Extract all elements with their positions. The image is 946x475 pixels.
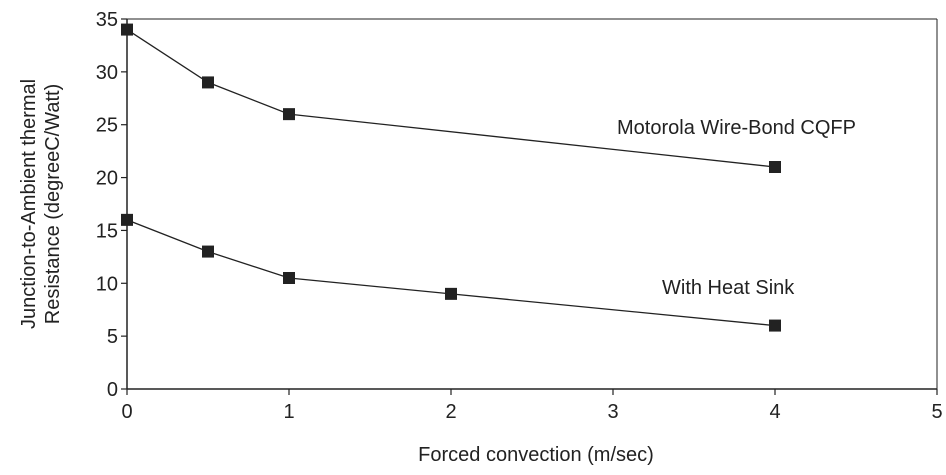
y-tick-label: 20 [96,168,118,190]
x-tick-label: 4 [769,401,780,423]
y-tick-label: 35 [96,9,118,31]
labels: Forced convection (m/sec) Junction-to-Am… [18,79,856,466]
y-tick-label: 0 [107,379,118,401]
y-tick-label: 15 [96,220,118,242]
data-point [283,272,295,284]
series [121,23,781,332]
x-tick-label: 5 [931,401,942,423]
ticks: 0 1 2 3 4 5 0 5 10 15 20 25 30 35 [96,9,943,423]
y-axis-title-line-1: Junction-to-Ambient thermal [18,79,40,329]
data-point [283,108,295,121]
y-tick-label: 25 [96,115,118,137]
data-point [445,287,457,300]
y-tick-label: 30 [96,62,118,84]
y-tick-label: 5 [107,326,118,348]
data-point [769,319,781,332]
data-point [202,245,214,258]
series-label-motorola-cqfp: Motorola Wire-Bond CQFP [617,117,856,139]
x-tick-label: 0 [121,401,132,423]
series-label-with-heat-sink: With Heat Sink [662,277,795,299]
series-line-0 [126,29,776,168]
data-point [769,161,781,173]
data-point [121,23,133,36]
x-tick-label: 2 [445,401,456,423]
x-tick-label: 3 [607,401,618,423]
y-tick-label: 10 [96,273,118,295]
x-tick-label: 1 [283,401,294,423]
series-line-1 [126,219,776,327]
axes [126,18,938,390]
data-point [202,76,214,89]
y-axis-title-line-2: Resistance (degreeC/Watt) [42,84,64,324]
data-point [121,213,133,226]
x-axis-title: Forced convection (m/sec) [418,444,654,466]
